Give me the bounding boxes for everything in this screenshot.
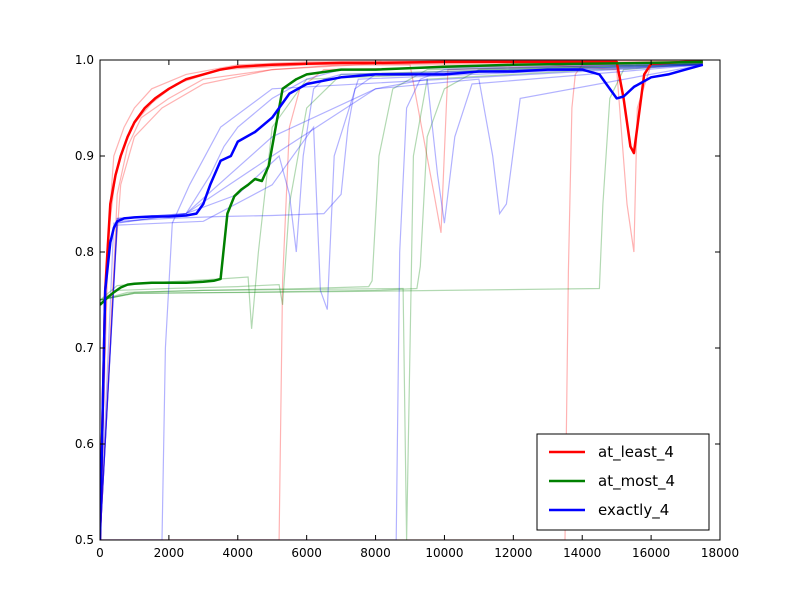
y-tick-label: 0.6: [75, 437, 94, 451]
legend-label-at-least-4: at_least_4: [598, 443, 674, 462]
series-line-at-least-4: [100, 60, 703, 540]
background-trace-11: [100, 63, 703, 540]
x-tick-label: 10000: [425, 546, 463, 560]
background-trace-7: [100, 63, 703, 305]
background-trace-16: [100, 64, 703, 540]
background-trace-18: [100, 64, 703, 540]
x-tick-label: 12000: [494, 546, 532, 560]
x-tick-label: 8000: [360, 546, 391, 560]
background-trace-19: [100, 64, 703, 540]
y-tick-label: 0.8: [75, 245, 94, 259]
x-tick-label: 0: [96, 546, 104, 560]
background-trace-9: [100, 63, 703, 301]
background-trace-17: [100, 63, 703, 540]
series-line-at-most-4: [100, 60, 703, 306]
background-trace-8: [100, 63, 703, 301]
legend-label-exactly-4: exactly_4: [598, 501, 669, 520]
y-tick-label: 1.0: [75, 53, 94, 67]
x-tick-label: 14000: [563, 546, 601, 560]
y-tick-label: 0.5: [75, 533, 94, 547]
legend-label-at-most-4: at_most_4: [598, 472, 675, 491]
background-trace-0: [100, 60, 703, 540]
background-trace-12: [100, 63, 703, 540]
y-tick-label: 0.7: [75, 341, 94, 355]
background-trace-3: [100, 61, 703, 540]
legend: at_least_4 at_most_4 exactly_4: [536, 433, 710, 531]
x-tick-label: 6000: [291, 546, 322, 560]
plot-frame: [99, 59, 721, 541]
background-trace-4: [100, 61, 703, 540]
background-trace-1: [100, 61, 703, 540]
x-axis: 0 2000 4000 6000 8000 10000 12000 14000 16000 180…: [96, 60, 739, 560]
x-tick-label: 2000: [154, 546, 185, 560]
x-tick-label: 16000: [632, 546, 670, 560]
series-line-exactly-4: [100, 63, 704, 540]
y-tick-label: 0.9: [75, 149, 94, 163]
mean-series: [100, 60, 704, 540]
background-trace-14: [100, 64, 703, 540]
y-axis: 0.5 0.6 0.7 0.8 0.9 1.0: [75, 53, 720, 547]
x-tick-label: 4000: [223, 546, 254, 560]
background-trace-13: [100, 64, 703, 540]
x-tick-label: 18000: [701, 546, 739, 560]
